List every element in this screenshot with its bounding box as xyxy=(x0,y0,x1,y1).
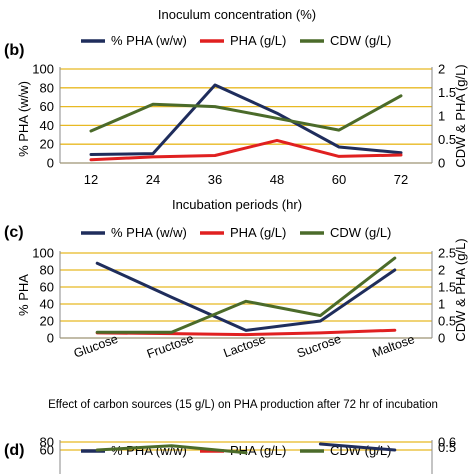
y-tick-label-left: 0 xyxy=(47,331,54,346)
y-tick-label-right: 0 xyxy=(438,331,445,346)
y-tick-label-left: 40 xyxy=(40,118,54,133)
y-tick-label-right: 0 xyxy=(438,156,445,171)
panel-label: (c) xyxy=(4,224,24,241)
y-tick-label-left: 60 xyxy=(40,280,54,295)
legend-label: % PHA (w/w) xyxy=(111,225,187,240)
series-line-0 xyxy=(95,261,397,332)
x-axis-title: Effect of carbon sources (15 g/L) on PHA… xyxy=(48,399,438,411)
top-caption: Inoculum concentration (%) xyxy=(158,7,316,22)
legend-label: PHA (g/L) xyxy=(230,225,286,240)
y-tick-label-left: 40 xyxy=(40,297,54,312)
y-tick-label-right: 0.5 xyxy=(438,132,456,147)
y-tick-label-right: 0.5 xyxy=(438,314,456,329)
series-line-2 xyxy=(89,94,403,133)
panel-b: (b) % PHA (w/w) CDW & PHA (g/L) Incubati… xyxy=(4,33,468,212)
y-tick-label-left: 20 xyxy=(40,314,54,329)
x-tick-label: Glucose xyxy=(72,332,120,361)
legend-label: % PHA (w/w) xyxy=(111,33,187,48)
x-tick-label: 12 xyxy=(84,172,98,187)
x-axis-title: Incubation periods (hr) xyxy=(172,197,302,212)
y-tick-label-left: 100 xyxy=(32,62,54,77)
x-tick-label: 72 xyxy=(394,172,408,187)
legend-label: PHA (g/L) xyxy=(230,33,286,48)
y-axis-left-title: % PHA xyxy=(16,274,31,316)
y-tick-label-right: 1.5 xyxy=(438,280,456,295)
x-tick-label: 48 xyxy=(270,172,284,187)
y-tick-label-left: 20 xyxy=(40,137,54,152)
y-tick-label-left: 0 xyxy=(47,156,54,171)
panel-label: (b) xyxy=(4,42,24,59)
panel-label: (d) xyxy=(4,442,24,459)
x-tick-label: Maltose xyxy=(370,332,416,360)
series-line-2 xyxy=(95,256,397,334)
y-tick-label-left: 80 xyxy=(40,263,54,278)
legend-label: CDW (g/L) xyxy=(330,33,391,48)
x-tick-label: 60 xyxy=(332,172,346,187)
x-tick-label: 36 xyxy=(208,172,222,187)
y-tick-label-right: 1.5 xyxy=(438,85,456,100)
y-tick-label-right: 0.5 xyxy=(438,440,456,455)
y-tick-label-left: 60 xyxy=(40,443,54,458)
series-line-1 xyxy=(89,138,403,162)
y-tick-label-left: 60 xyxy=(40,99,54,114)
y-axis-right-title: CDW & PHA (g/L) xyxy=(453,238,468,341)
y-tick-label-left: 100 xyxy=(32,246,54,261)
series-line-0 xyxy=(318,442,397,452)
x-tick-label: Lactose xyxy=(222,332,268,360)
y-axis-right-title: CDW & PHA (g/L) xyxy=(453,64,468,167)
y-axis-left-title: % PHA (w/w) xyxy=(16,81,31,157)
series-line-2 xyxy=(95,444,248,455)
y-tick-label-right: 0.6 xyxy=(438,435,456,450)
y-tick-label-right: 1 xyxy=(438,297,445,312)
series-line-0 xyxy=(89,83,403,156)
y-tick-label-left: 80 xyxy=(40,435,54,450)
y-tick-label-right: 2 xyxy=(438,62,445,77)
y-tick-label-left: 80 xyxy=(40,80,54,95)
y-tick-label-right: 1 xyxy=(438,109,445,124)
x-tick-label: 24 xyxy=(146,172,160,187)
panel-c: (c) % PHA CDW & PHA (g/L) Effect of carb… xyxy=(4,224,468,411)
legend-label: CDW (g/L) xyxy=(330,225,391,240)
x-tick-label: Sucrose xyxy=(295,332,343,361)
x-tick-label: Fructose xyxy=(145,331,196,361)
legend-label: PHA (g/L) xyxy=(230,443,286,458)
y-tick-label-right: 2.5 xyxy=(438,246,456,261)
y-tick-label-right: 2 xyxy=(438,263,445,278)
